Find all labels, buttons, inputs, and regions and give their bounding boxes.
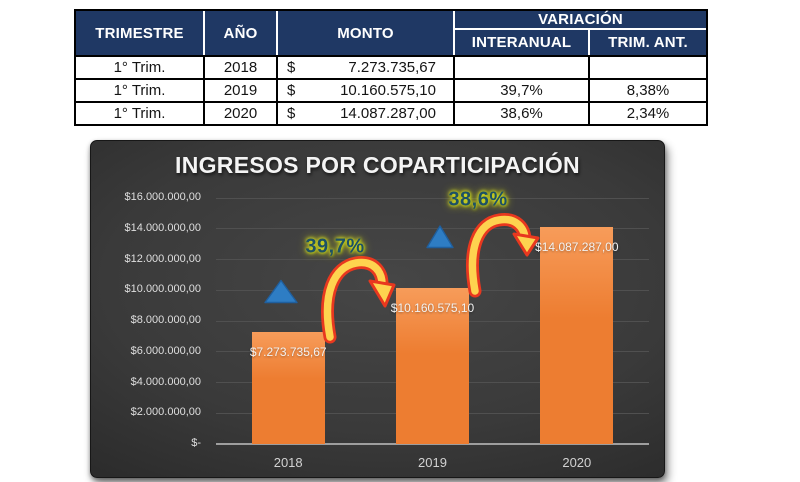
cell-interanual: 39,7% <box>455 80 590 101</box>
table-row: 1° Trim. 2018 $7.273.735,67 <box>76 57 706 80</box>
y-axis-tick-label: $- <box>191 437 201 449</box>
header-interanual: INTERANUAL <box>455 30 590 55</box>
cell-trimestre: 1° Trim. <box>76 103 205 124</box>
growth-percent-label: 39,7% <box>305 235 365 258</box>
y-axis-tick-label: $8.000.000,00 <box>130 314 201 326</box>
cell-monto: $10.160.575,10 <box>278 80 455 101</box>
coparticipacion-table: TRIMESTRE AÑO MONTO VARIACIÓN INTERANUAL… <box>74 9 708 126</box>
cell-year: 2018 <box>205 57 278 78</box>
gridline <box>216 228 649 230</box>
header-anio: AÑO <box>205 11 278 55</box>
chart-title: INGRESOS POR COPARTICIPACIÓN <box>175 152 580 178</box>
bar-value-label: $14.087.287,00 <box>535 240 619 255</box>
cell-interanual <box>455 57 590 78</box>
x-axis-tick-label: 2019 <box>418 455 447 470</box>
x-axis-line <box>216 443 649 445</box>
cell-trim-ant <box>590 57 706 78</box>
bar-value-label: $10.160.575,10 <box>390 300 475 315</box>
cell-trim-ant: 8,38% <box>626 82 670 99</box>
cell-year: 2019 <box>205 80 278 101</box>
up-triangle-icon <box>264 279 298 304</box>
cell-monto: $7.273.735,67 <box>278 57 455 78</box>
bar-value-label: $7.273.735,67 <box>249 345 327 360</box>
amount-value: 10.160.575,10 <box>340 82 436 99</box>
cell-interanual: 38,6% <box>455 103 590 124</box>
amount-value: 14.087.287,00 <box>340 105 436 122</box>
cell-trimestre: 1° Trim. <box>76 80 205 101</box>
cell-trim-ant: 2,34% <box>626 105 670 122</box>
table-row: 1° Trim. 2019 $10.160.575,10 39,7% 8,38% <box>76 80 706 103</box>
table-body: 1° Trim. 2018 $7.273.735,67 1° Trim. 2019 $10… <box>76 57 706 124</box>
y-axis-tick-label: $6.000.000,00 <box>130 344 201 357</box>
bar-2018 <box>251 332 325 444</box>
bar-2020 <box>540 227 614 444</box>
x-axis-tick-label: 2020 <box>562 455 592 470</box>
gridline <box>216 259 649 260</box>
currency-symbol: $ <box>287 59 296 76</box>
header-trimestre: TRIMESTRE <box>76 11 205 55</box>
growth-percent-label: 38,6% <box>448 188 508 211</box>
up-triangle-icon <box>426 225 454 249</box>
cell-trimestre: 1° Trim. <box>76 57 205 78</box>
y-axis-tick-label: $12.000.000,00 <box>124 252 201 265</box>
y-axis-tick-label: $4.000.000,00 <box>130 375 201 388</box>
currency-symbol: $ <box>287 105 296 122</box>
y-axis-tick-label: $10.000.000,00 <box>124 283 201 296</box>
currency-symbol: $ <box>287 82 296 99</box>
table-row: 1° Trim. 2020 $14.087.287,00 38,6% 2,34% <box>76 103 706 124</box>
y-axis-tick-label: $2.000.000,00 <box>130 406 201 419</box>
curved-arrow-icon <box>466 213 540 298</box>
x-axis-tick-label: 2018 <box>273 455 303 470</box>
amount-value: 7.273.735,67 <box>348 59 436 76</box>
cell-monto: $14.087.287,00 <box>278 103 455 124</box>
cell-year: 2020 <box>205 103 278 124</box>
curved-arrow-icon <box>321 256 396 344</box>
y-axis-tick-label: $16.000.000,00 <box>124 191 201 203</box>
bar-chart: INGRESOS POR COPARTICIPACIÓN 39,7% 38,6%… <box>90 140 665 478</box>
y-axis-tick-label: $14.000.000,00 <box>124 221 201 234</box>
header-trim-ant: TRIM. ANT. <box>590 30 706 55</box>
table-header: TRIMESTRE AÑO MONTO VARIACIÓN INTERANUAL… <box>76 11 706 57</box>
header-variacion: VARIACIÓN <box>455 11 706 30</box>
gridline <box>216 197 649 199</box>
bar-2019 <box>396 287 469 444</box>
header-monto: MONTO <box>278 11 455 55</box>
